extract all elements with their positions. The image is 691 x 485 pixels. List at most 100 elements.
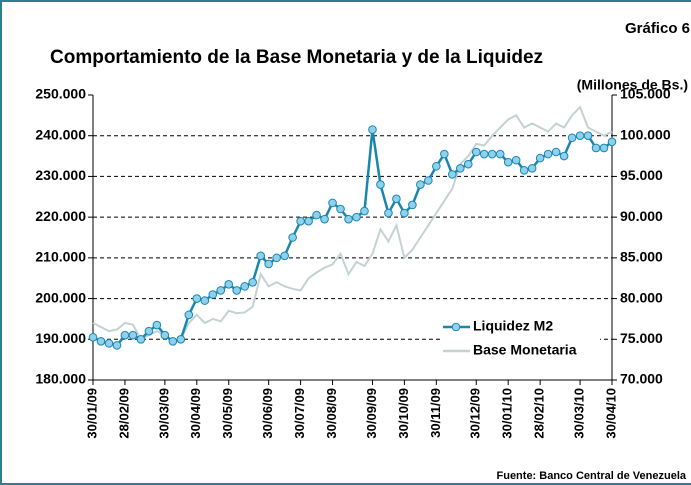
marker xyxy=(296,216,305,226)
marker xyxy=(503,157,513,167)
marker xyxy=(216,286,226,295)
marker xyxy=(551,147,561,157)
x-tick-label: 30/08/09 xyxy=(324,388,339,439)
marker xyxy=(184,310,194,320)
marker xyxy=(607,137,617,147)
chart-label: Gráfico 6 xyxy=(625,20,690,37)
marker xyxy=(384,208,393,218)
marker xyxy=(567,133,577,143)
marker xyxy=(471,147,481,157)
marker xyxy=(288,233,297,242)
x-tick-label: 30/04/10 xyxy=(603,388,618,439)
marker xyxy=(559,151,569,161)
marker xyxy=(511,155,521,165)
marker xyxy=(599,143,609,153)
x-tick-label: 30/03/10 xyxy=(571,388,586,439)
y2-tick-label: 75.000 xyxy=(620,330,663,346)
chart-subtitle: (Millones de Bs.) xyxy=(577,77,688,93)
marker xyxy=(144,326,154,336)
y2-tick-label: 100.000 xyxy=(620,126,671,142)
x-tick-label: 30/09/09 xyxy=(364,388,379,439)
y-tick-label: 190.000 xyxy=(35,330,86,346)
y2-tick-label: 95.000 xyxy=(620,167,663,183)
marker xyxy=(192,294,202,303)
marker xyxy=(136,334,146,344)
x-tick-label: 30/10/09 xyxy=(396,388,411,439)
marker xyxy=(591,143,601,153)
marker xyxy=(408,200,417,210)
marker xyxy=(208,290,218,299)
x-tick-label: 28/02/09 xyxy=(116,388,131,439)
x-tick-label: 30/01/10 xyxy=(500,388,515,439)
marker xyxy=(128,330,138,340)
marker xyxy=(376,180,385,189)
marker xyxy=(328,198,337,208)
marker xyxy=(487,149,497,159)
y-tick-label: 250.000 xyxy=(35,86,86,102)
marker xyxy=(368,125,377,134)
marker xyxy=(264,259,273,269)
chart-title: Comportamiento de la Base Monetaria y de… xyxy=(50,47,543,68)
marker xyxy=(320,214,329,224)
marker xyxy=(527,163,537,173)
marker xyxy=(400,208,409,218)
marker xyxy=(304,216,313,226)
marker xyxy=(272,253,281,263)
x-tick-label: 30/06/09 xyxy=(260,388,275,439)
marker xyxy=(352,212,361,222)
marker xyxy=(336,204,345,214)
marker xyxy=(240,282,250,291)
marker xyxy=(424,176,433,185)
y2-tick-label: 80.000 xyxy=(620,289,663,305)
marker xyxy=(455,163,465,173)
marker xyxy=(312,210,321,220)
y-tick-label: 180.000 xyxy=(35,371,86,387)
marker xyxy=(416,180,425,189)
marker xyxy=(232,286,242,295)
marker xyxy=(432,161,441,171)
marker xyxy=(256,251,265,261)
marker xyxy=(176,334,186,344)
x-tick-label: 28/02/10 xyxy=(532,388,547,439)
y-tick-label: 200.000 xyxy=(35,289,86,305)
marker xyxy=(344,214,353,224)
marker xyxy=(535,153,545,163)
marker xyxy=(448,170,457,179)
marker xyxy=(112,341,122,350)
x-tick-label: 30/05/09 xyxy=(220,388,235,439)
y2-tick-label: 105.000 xyxy=(620,86,671,102)
marker xyxy=(224,280,234,289)
marker xyxy=(152,320,162,330)
marker xyxy=(440,149,449,159)
x-tick-label: 30/07/09 xyxy=(292,388,307,439)
marker xyxy=(495,149,505,159)
x-tick-label: 30/11/09 xyxy=(428,388,443,438)
legend-label: Liquidez M2 xyxy=(473,318,553,334)
marker xyxy=(96,337,106,346)
y2-tick-label: 90.000 xyxy=(620,208,663,224)
y-tick-label: 210.000 xyxy=(35,249,86,265)
y-tick-label: 230.000 xyxy=(35,167,86,183)
legend-marker xyxy=(451,322,461,332)
marker xyxy=(160,330,170,340)
legend-box xyxy=(440,314,600,366)
marker xyxy=(248,277,257,287)
x-tick-label: 30/03/09 xyxy=(156,388,171,439)
marker xyxy=(168,337,178,346)
marker xyxy=(479,149,489,159)
x-tick-label: 30/04/09 xyxy=(188,388,203,439)
marker xyxy=(120,330,130,340)
y2-tick-label: 85.000 xyxy=(620,249,663,265)
marker xyxy=(88,332,98,342)
y-tick-label: 220.000 xyxy=(35,208,86,224)
marker xyxy=(104,339,114,348)
marker xyxy=(583,131,593,141)
y-tick-label: 240.000 xyxy=(35,126,86,142)
x-tick-label: 30/01/09 xyxy=(84,388,99,439)
marker xyxy=(575,131,585,141)
marker xyxy=(463,159,473,169)
marker xyxy=(360,206,369,216)
marker xyxy=(392,194,401,204)
